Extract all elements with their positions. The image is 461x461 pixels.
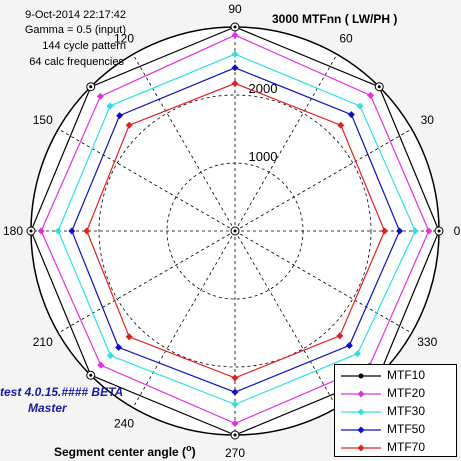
angle-tick-label-90: 90 bbox=[228, 2, 242, 16]
angle-tick-label-0: 0 bbox=[454, 224, 461, 238]
angle-tick-label-210: 210 bbox=[33, 335, 53, 349]
grid-spoke-210 bbox=[58, 230, 236, 334]
point-MTF30-225 bbox=[106, 352, 114, 360]
point-MTF70-0 bbox=[381, 227, 389, 235]
point-dot-MTF10-135 bbox=[89, 85, 93, 89]
point-MTF50-135 bbox=[116, 112, 124, 120]
point-MTF20-135 bbox=[96, 92, 104, 100]
center-dot bbox=[233, 229, 237, 233]
legend-item-MTF70: MTF70 bbox=[335, 439, 456, 456]
point-MTF20-0 bbox=[425, 227, 433, 235]
calc-info: 64 calc frequencies bbox=[29, 56, 124, 68]
point-dot-MTF10-225 bbox=[89, 373, 93, 377]
angle-tick-label-330: 330 bbox=[417, 335, 437, 349]
grid-spoke-120 bbox=[132, 54, 236, 232]
point-MTF70-315 bbox=[336, 332, 344, 340]
grid-spoke-150 bbox=[58, 128, 236, 232]
legend: MTF10 MTF20 MTF30 MTF50 MTF70 bbox=[334, 364, 457, 457]
point-MTF30-90 bbox=[231, 50, 239, 58]
point-MTF30-270 bbox=[231, 400, 239, 408]
point-MTF70-225 bbox=[125, 333, 133, 341]
grid-spoke-300 bbox=[234, 230, 338, 408]
point-dot-MTF10-90 bbox=[233, 25, 237, 29]
grid-spoke-330 bbox=[234, 230, 412, 334]
point-MTF50-315 bbox=[345, 341, 353, 349]
legend-label-MTF30: MTF30 bbox=[387, 404, 426, 418]
angle-tick-label-30: 30 bbox=[421, 113, 435, 127]
point-MTF30-315 bbox=[354, 350, 362, 358]
grid-spoke-60 bbox=[234, 54, 338, 232]
point-MTF20-45 bbox=[367, 91, 375, 99]
point-MTF70-180 bbox=[83, 227, 91, 235]
legend-label-MTF20: MTF20 bbox=[387, 386, 426, 400]
point-dot-MTF10-270 bbox=[233, 433, 237, 437]
angle-tick-label-120: 120 bbox=[114, 32, 134, 46]
radial-tick-label-1000: 1000 bbox=[249, 149, 278, 164]
angle-tick-label-60: 60 bbox=[339, 32, 353, 46]
angle-tick-label-180: 180 bbox=[3, 224, 23, 238]
grid-spoke-30 bbox=[234, 128, 412, 232]
point-MTF50-270 bbox=[231, 388, 239, 396]
point-MTF70-135 bbox=[125, 121, 133, 129]
point-MTF50-225 bbox=[115, 343, 123, 351]
point-MTF20-270 bbox=[231, 419, 239, 427]
point-dot-MTF10-45 bbox=[377, 85, 381, 89]
point-MTF70-270 bbox=[231, 374, 239, 382]
point-MTF70-90 bbox=[231, 79, 239, 87]
legend-item-MTF50: MTF50 bbox=[335, 421, 456, 438]
legend-swatch-MTF30 bbox=[341, 408, 381, 416]
legend-item-MTF30: MTF30 bbox=[335, 403, 456, 420]
point-MTF50-45 bbox=[347, 111, 355, 119]
point-MTF20-90 bbox=[231, 31, 239, 39]
point-MTF50-0 bbox=[396, 227, 404, 235]
point-dot-MTF10-0 bbox=[437, 229, 441, 233]
point-MTF30-45 bbox=[356, 102, 364, 110]
legend-swatch-MTF20 bbox=[341, 390, 381, 398]
legend-label-MTF50: MTF50 bbox=[387, 422, 426, 436]
point-MTF30-180 bbox=[54, 227, 62, 235]
point-MTF30-0 bbox=[411, 227, 419, 235]
point-MTF50-90 bbox=[231, 64, 239, 72]
point-dot-MTF10-180 bbox=[29, 229, 33, 233]
radial-axis-label: 3000 MTFnn ( LW/PH ) bbox=[272, 12, 398, 26]
point-MTF70-45 bbox=[337, 121, 345, 129]
angle-tick-label-240: 240 bbox=[114, 416, 134, 430]
legend-swatch-MTF70 bbox=[341, 444, 381, 452]
point-MTF50-180 bbox=[68, 227, 76, 235]
point-MTF20-180 bbox=[37, 227, 45, 235]
point-MTF30-135 bbox=[106, 102, 114, 110]
software-version: test 4.0.15.#### BETA bbox=[0, 385, 124, 399]
angle-tick-label-270: 270 bbox=[225, 446, 245, 460]
grid-spoke-240 bbox=[132, 230, 236, 408]
point-MTF20-225 bbox=[97, 361, 105, 369]
legend-item-MTF20: MTF20 bbox=[335, 385, 456, 402]
legend-label-MTF70: MTF70 bbox=[387, 440, 426, 454]
software-edition: Master bbox=[28, 401, 67, 415]
legend-item-MTF10: MTF10 bbox=[335, 367, 456, 384]
legend-swatch-MTF50 bbox=[341, 426, 381, 434]
gamma-info: Gamma = 0.5 (input) bbox=[24, 24, 126, 36]
angular-axis-label: Segment center angle (o) bbox=[54, 443, 196, 459]
angle-tick-label-150: 150 bbox=[33, 113, 53, 127]
grid-circle-2000 bbox=[98, 94, 372, 368]
legend-swatch-MTF10 bbox=[341, 373, 381, 379]
pattern-info: 144 cycle pattern bbox=[42, 40, 126, 52]
date-stamp: 9-Oct-2014 22:17:42 bbox=[25, 9, 126, 21]
legend-label-MTF10: MTF10 bbox=[387, 368, 426, 382]
